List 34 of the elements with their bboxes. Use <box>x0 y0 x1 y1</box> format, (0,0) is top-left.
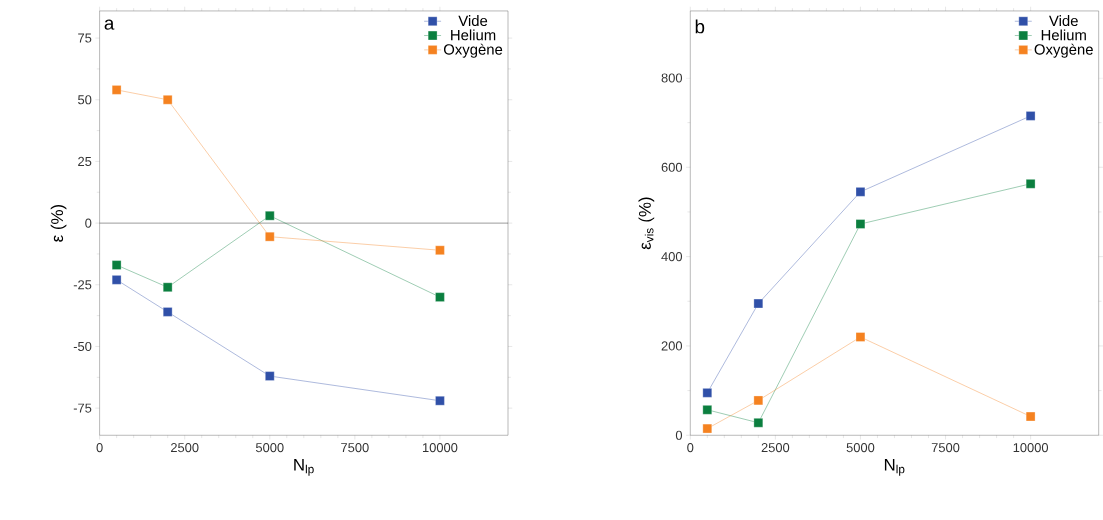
y-axis-title: ε (%) <box>50 204 67 242</box>
x-axis-title: N$_{lp}$ <box>884 458 905 476</box>
legend-label: Helium <box>1041 29 1086 41</box>
y-tick-label: 400 <box>661 252 683 262</box>
y-tick-label: 25 <box>78 156 92 167</box>
y-tick-label: 0 <box>675 430 683 440</box>
x-tick-label: 10000 <box>1013 443 1049 453</box>
x-tick-label: 5000 <box>846 443 875 453</box>
y-tick-label: -25 <box>73 280 92 290</box>
x-tick-label: 2500 <box>171 443 199 453</box>
x-tick-label: 5000 <box>255 443 284 453</box>
x-tick-label: 10000 <box>422 443 458 453</box>
y-tick-label: 800 <box>661 73 683 83</box>
x-axis-title: N$_{lp}$ <box>294 458 314 476</box>
x-tick-label: 0 <box>96 443 103 453</box>
y-tick-label: 600 <box>661 162 683 172</box>
y-tick-label: 75 <box>78 33 92 43</box>
y-tick-label: -50 <box>73 341 92 352</box>
legend-label: Oxygène <box>443 43 503 58</box>
legend-label: Vide <box>458 15 488 27</box>
annotation: b <box>695 19 705 34</box>
legend-label: Oxygène <box>1034 43 1093 58</box>
y-axis-title: ε$_{vis}$ (%) <box>638 197 655 250</box>
y-tick-label: 200 <box>661 341 683 351</box>
x-tick-label: 2500 <box>761 443 790 453</box>
x-tick-label: 7500 <box>931 443 960 453</box>
legend-label: Vide <box>1049 15 1078 27</box>
legend-label: Helium <box>451 29 496 41</box>
x-tick-label: 7500 <box>341 443 369 453</box>
y-tick-label: 50 <box>78 95 92 105</box>
x-tick-label: 0 <box>687 443 694 453</box>
y-tick-label: -75 <box>73 403 92 413</box>
annotation: a <box>104 19 115 30</box>
y-tick-label: 0 <box>85 218 92 228</box>
